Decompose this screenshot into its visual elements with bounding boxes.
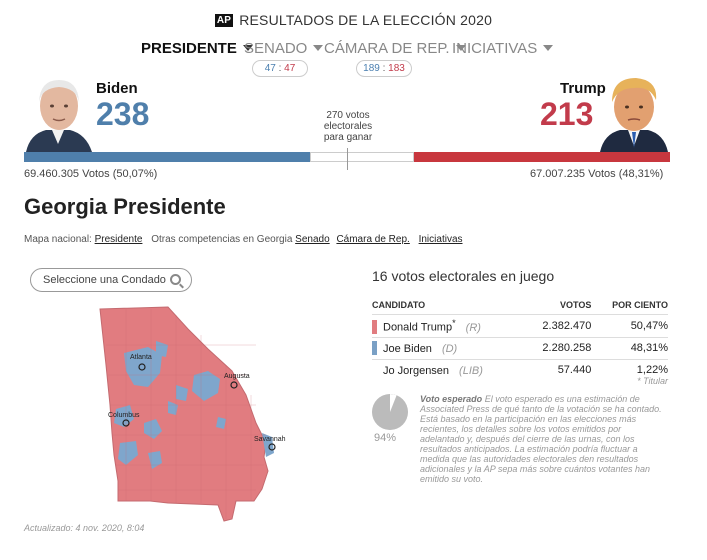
search-icon (170, 274, 181, 285)
expected-vote-gauge (372, 394, 408, 430)
biden-avatar (22, 72, 94, 152)
candidate-votes: 2.280.258 (524, 336, 592, 360)
col-candidate: CANDIDATO (372, 300, 426, 310)
city-labels: Atlanta Augusta Columbus Savannah (108, 354, 286, 443)
candidate-percent: 1,22% (591, 358, 668, 382)
to-win-label: 270 votos electorales para ganar (323, 110, 373, 143)
party-swatch (372, 363, 377, 377)
links-prefix: Mapa nacional: (24, 234, 92, 245)
chevron-down-icon (313, 45, 324, 51)
candidate-name: Donald Trump (383, 321, 453, 334)
updated-timestamp: Actualizado: 4 nov. 2020, 8:04 (24, 523, 145, 533)
city-label-savannah: Savannah (254, 436, 286, 443)
table-row: Jo Jorgensen (LIB) 57.440 1,22% (372, 358, 668, 382)
tab-label: CÁMARA DE REP. (324, 40, 450, 57)
senate-rep-count: 47 (284, 63, 296, 74)
senate-count-pill: 47 : 47 (252, 60, 308, 77)
link-senado[interactable]: Senado (295, 234, 330, 245)
page-title: Georgia Presidente (24, 194, 226, 219)
city-marker (138, 363, 146, 371)
trump-progress-bar (414, 152, 670, 162)
city-label-columbus: Columbus (108, 412, 140, 419)
candidate-percent: 50,47% (591, 314, 668, 338)
tab-presidente[interactable]: PRESIDENTE (141, 40, 253, 57)
candidate-percent: 48,31% (591, 336, 668, 360)
biden-name: Biden (96, 80, 138, 97)
candidate-party: (D) (441, 343, 458, 356)
city-label-atlanta: Atlanta (130, 354, 152, 361)
expected-vote-percent: 94% (374, 432, 397, 444)
city-label-augusta: Augusta (224, 373, 250, 380)
breadcrumb: Mapa nacional: Presidente Otras competen… (24, 234, 469, 245)
dem-counties (114, 341, 274, 469)
table-row: Donald Trump* (R) 2.382.470 50,47% (372, 314, 668, 338)
link-presidente[interactable]: Presidente (94, 234, 143, 245)
city-marker (122, 419, 130, 427)
tab-label: SENADO (244, 40, 308, 57)
chevron-down-icon (242, 45, 253, 51)
county-search-placeholder: Seleccione una Condado (43, 274, 166, 286)
candidate-name: Jo Jorgensen (383, 365, 450, 378)
ap-logo: AP (214, 14, 234, 27)
senate-dem-count: 47 (264, 63, 276, 74)
city-markers (122, 363, 276, 451)
candidate-votes: 2.382.470 (524, 314, 592, 338)
trump-name: Trump (560, 80, 606, 97)
link-iniciativas[interactable]: Iniciativas (418, 234, 463, 245)
tab-label: PRESIDENTE (141, 40, 237, 57)
trump-electoral-votes: 213 (540, 96, 594, 132)
table-header-row: CANDIDATO VOTOS POR CIENTO (372, 300, 668, 315)
header-title: RESULTADOS DE LA ELECCIÓN 2020 (239, 12, 493, 28)
candidate-cell: Jo Jorgensen (LIB) (372, 358, 525, 382)
app-header: AP RESULTADOS DE LA ELECCIÓN 2020 (0, 12, 707, 28)
expected-vote-label: Voto esperado (420, 394, 483, 404)
county-search-input[interactable]: Seleccione una Condado (30, 268, 192, 292)
gauge-remaining-slice (390, 394, 397, 412)
candidate-name: Joe Biden (383, 343, 432, 356)
chevron-down-icon (543, 45, 554, 51)
house-rep-count: 183 (388, 63, 405, 74)
candidate-party: (LIB) (459, 365, 483, 378)
house-count-pill: 189 : 183 (356, 60, 412, 77)
candidate-cell: Joe Biden (D) (372, 336, 525, 360)
biden-electoral-votes: 238 (96, 96, 150, 132)
col-percent: POR CIENTO (612, 300, 668, 310)
remaining-progress-bar (310, 152, 414, 162)
trump-popular-votes: 67.007.235 Votos (48,31%) (530, 168, 664, 180)
city-marker (230, 381, 238, 389)
electoral-votes-in-play: 16 votos electorales en juego (372, 268, 555, 284)
results-table: CANDIDATO VOTOS POR CIENTO Donald Trump*… (372, 300, 668, 382)
expected-vote-text: El voto esperado es una estimación de As… (420, 394, 662, 484)
candidate-party: (R) (465, 321, 481, 334)
pill-separator: : (382, 63, 386, 74)
expected-vote-note: Voto esperado El voto esperado es una es… (420, 394, 666, 484)
trump-avatar (598, 72, 670, 152)
col-votes: VOTOS (560, 300, 592, 310)
candidate-votes: 57.440 (524, 358, 592, 382)
incumbent-mark: * (452, 318, 456, 328)
house-dem-count: 189 (363, 63, 380, 74)
county-borders (106, 309, 266, 519)
incumbent-footnote: * Titular (637, 376, 668, 386)
pill-separator: : (278, 63, 282, 74)
georgia-county-map[interactable]: Atlanta Augusta Columbus Savannah (96, 305, 306, 527)
tab-iniciativas[interactable]: INICIATIVAS (452, 40, 554, 57)
links-middle: Otras competencias en Georgia (151, 234, 293, 245)
chevron-down-icon (455, 45, 466, 51)
biden-progress-bar (24, 152, 310, 162)
biden-popular-votes: 69.460.305 Votos (50,07%) (24, 168, 158, 180)
table-row: Joe Biden (D) 2.280.258 48,31% (372, 336, 668, 360)
tab-senado[interactable]: SENADO (244, 40, 324, 57)
link-camara[interactable]: Cámara de Rep. (336, 234, 410, 245)
city-marker (268, 443, 276, 451)
candidate-cell: Donald Trump* (R) (372, 314, 525, 338)
win-threshold-marker (347, 148, 348, 170)
tab-label: INICIATIVAS (452, 40, 538, 57)
party-swatch (372, 341, 377, 356)
party-swatch (372, 319, 377, 334)
tab-camara[interactable]: CÁMARA DE REP. (324, 40, 466, 57)
